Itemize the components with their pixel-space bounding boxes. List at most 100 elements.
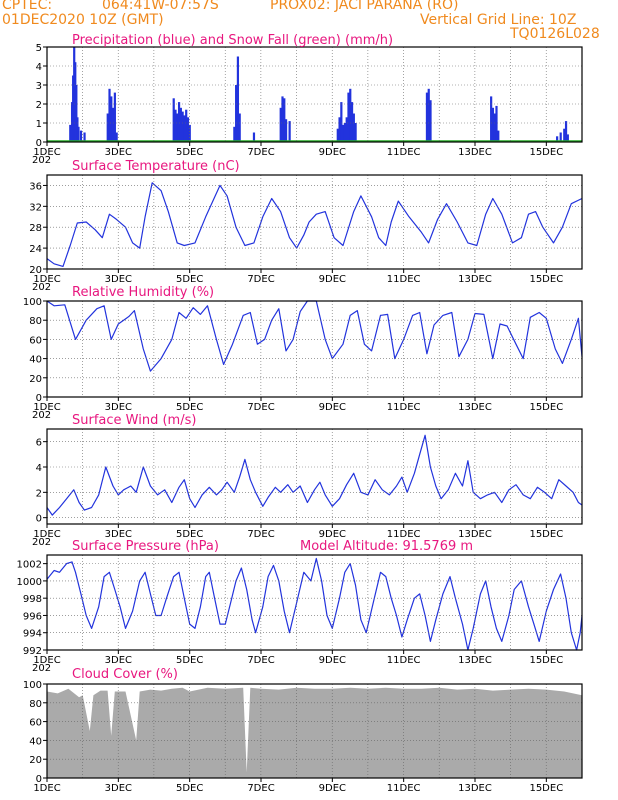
x-tick-label: 15DEC [529, 274, 563, 285]
y-tick-label: 3 [36, 81, 42, 92]
bar-0-56 [559, 132, 562, 142]
bar-0-32 [281, 96, 284, 142]
panel-title: Surface Wind (m/s) [72, 413, 196, 428]
x-tick-label: 7DEC [247, 274, 274, 285]
line-series-0 [46, 182, 583, 267]
x-tick-label: 11DEC [387, 783, 421, 794]
bar-0-30 [252, 132, 256, 142]
x-tick-label: 11DEC [387, 147, 421, 158]
y-tick-label: 80 [29, 316, 42, 327]
year-stub: 202 [32, 155, 51, 166]
bar-0-38 [340, 102, 343, 142]
y-tick-label: 1002 [17, 560, 42, 571]
x-tick-label: 7DEC [247, 529, 274, 540]
x-tick-label: 3DEC [105, 147, 132, 158]
y-tick-label: 100 [23, 297, 42, 308]
y-tick-label: 28 [29, 223, 42, 234]
x-tick-label: 11DEC [387, 274, 421, 285]
plot-frame [46, 554, 583, 651]
bar-0-5 [75, 85, 78, 142]
panel-title: Surface Pressure (hPa) [72, 539, 219, 554]
y-tick-label: 36 [29, 181, 42, 192]
x-tick-label: 1DEC [33, 402, 60, 413]
bar-0-53 [495, 105, 498, 142]
bar-0-51 [491, 107, 495, 142]
x-tick-label: 11DEC [387, 529, 421, 540]
x-tick-label: 1DEC [33, 783, 60, 794]
bar-0-21 [181, 111, 184, 142]
bar-0-18 [176, 113, 179, 142]
bar-0-0 [69, 124, 72, 142]
bar-0-33 [283, 98, 286, 142]
panel-1: 20 24 28 32 36 1DEC 3DEC 5DEC 7DEC 9DEC 11DEC 13DEC… [29, 159, 583, 293]
y-tick-label: 60 [29, 718, 42, 729]
year-stub: 202 [32, 282, 51, 293]
bar-0-34 [284, 119, 288, 142]
bar-0-26 [233, 126, 236, 142]
y-tick-label: 2 [36, 488, 42, 499]
y-tick-label: 100 [23, 680, 42, 691]
bar-0-12 [110, 96, 113, 142]
x-tick-label: 3DEC [105, 655, 132, 666]
panel-title: Surface Temperature (nC) [72, 159, 240, 174]
line-series-0 [46, 434, 583, 516]
y-tick-label: 40 [29, 355, 42, 366]
x-tick-label: 9DEC [319, 529, 346, 540]
bar-0-45 [352, 113, 355, 142]
header-code: TQ0126L028 [510, 26, 600, 42]
bar-0-28 [236, 56, 240, 142]
x-tick-label: 9DEC [319, 783, 346, 794]
x-tick-label: 11DEC [387, 655, 421, 666]
x-tick-label: 13DEC [458, 529, 492, 540]
x-tick-label: 13DEC [458, 274, 492, 285]
x-tick-label: 9DEC [319, 147, 346, 158]
bar-0-54 [497, 130, 500, 142]
bar-0-40 [343, 123, 347, 142]
plot-frame [46, 300, 583, 398]
header-source: CPTEC: [2, 0, 53, 13]
bar-0-29 [238, 113, 241, 142]
panel-5: 0 20 40 60 80 100 1DEC 3DEC 5DEC 7DEC 9DEC 11DEC 13D… [23, 667, 583, 794]
panel-3: 0 2 4 6 1DEC 3DEC 5DEC 7DEC 9DEC 11DEC 13DEC 15DEC 2… [32, 413, 583, 548]
x-tick-label: 5DEC [176, 783, 203, 794]
y-tick-label: 20 [29, 755, 42, 766]
panel-title: Precipitation (blue) and Snow Fall (gree… [72, 33, 393, 48]
line-series-0 [46, 557, 583, 651]
bar-0-31 [279, 107, 282, 142]
header-date: 01DEC2020 10Z (GMT) [2, 12, 164, 28]
x-tick-label: 3DEC [105, 783, 132, 794]
x-tick-label: 5DEC [176, 402, 203, 413]
y-tick-label: 0 [36, 774, 42, 785]
x-tick-label: 5DEC [176, 147, 203, 158]
x-tick-label: 15DEC [529, 783, 563, 794]
y-tick-label: 0 [36, 514, 42, 525]
header-coords: 064:41W-07:57S [102, 0, 219, 13]
x-tick-label: 13DEC [458, 655, 492, 666]
x-tick-label: 7DEC [247, 783, 274, 794]
year-stub: 202 [32, 537, 51, 548]
header-station: PROX02: JACI PARANA (RO) [270, 0, 459, 13]
bar-0-20 [179, 107, 182, 142]
y-tick-label: 20 [29, 374, 42, 385]
x-tick-label: 7DEC [247, 655, 274, 666]
y-tick-label: 2 [36, 100, 42, 111]
bar-0-10 [106, 113, 109, 142]
bar-0-44 [350, 102, 354, 142]
bar-0-55 [556, 136, 559, 142]
y-tick-label: 992 [23, 646, 42, 657]
year-stub: 202 [32, 410, 51, 421]
x-tick-label: 1DEC [33, 274, 60, 285]
y-tick-label: 1000 [17, 577, 42, 588]
bar-0-36 [336, 128, 339, 142]
bar-0-16 [172, 98, 175, 142]
x-tick-label: 1DEC [33, 147, 60, 158]
y-tick-label: 998 [23, 594, 42, 605]
x-tick-label: 9DEC [319, 655, 346, 666]
bar-0-39 [342, 124, 345, 142]
header-grid-note: Vertical Grid Line: 10Z [420, 12, 577, 28]
x-tick-label: 5DEC [176, 655, 203, 666]
x-tick-label: 5DEC [176, 274, 203, 285]
x-tick-label: 13DEC [458, 402, 492, 413]
x-tick-label: 1DEC [33, 655, 60, 666]
